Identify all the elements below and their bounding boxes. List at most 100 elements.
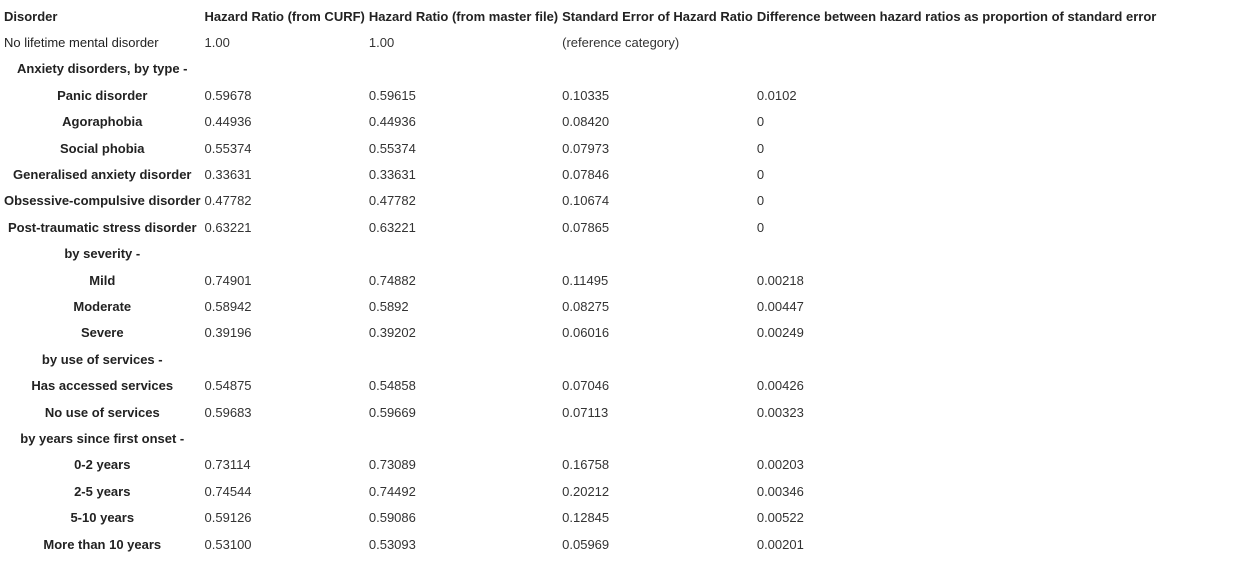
- row-label: by use of services -: [41, 351, 163, 367]
- hazard-ratio-curf-cell: 1.00: [204, 35, 230, 51]
- table-header: Disorder Hazard Ratio (from CURF) Hazard…: [2, 3, 1158, 29]
- table-row: No use of services 0.59683 0.59669 0.07113 0…: [2, 399, 1158, 425]
- difference-cell: 0.00346: [756, 483, 804, 499]
- standard-error-cell: [560, 346, 755, 372]
- hazard-ratio-table: Disorder Hazard Ratio (from CURF) Hazard…: [2, 3, 1158, 557]
- hazard-ratio-master-cell: 0.59669: [368, 404, 416, 420]
- hazard-ratio-master-cell: 0.59615: [368, 87, 416, 103]
- hazard-ratio-master-cell: [367, 425, 560, 451]
- row-label: Moderate: [73, 298, 132, 314]
- standard-error-cell: 0.20212: [562, 483, 610, 499]
- header-difference-proportion: Difference between hazard ratios as prop…: [756, 8, 1157, 24]
- hazard-ratio-curf-cell: 0.73114: [204, 457, 251, 473]
- table-row: 0-2 years 0.73114 0.73089 0.16758 0.00203: [2, 452, 1158, 478]
- standard-error-cell: 0.08275: [562, 298, 610, 314]
- table-row: No lifetime mental disorder 1.00 1.00 (refe…: [2, 29, 1158, 55]
- hazard-ratio-curf-cell: [203, 241, 367, 267]
- hazard-ratio-curf-cell: 0.39196: [204, 325, 252, 341]
- header-disorder: Disorder: [4, 8, 58, 24]
- hazard-ratio-master-cell: [367, 56, 560, 82]
- hazard-ratio-master-cell: 0.47782: [368, 193, 416, 209]
- hazard-ratio-curf-cell: 0.55374: [204, 140, 252, 156]
- hazard-ratio-master-cell: 1.00: [368, 35, 395, 51]
- table-row: by severity -: [2, 241, 1158, 267]
- hazard-ratio-curf-cell: [203, 56, 367, 82]
- row-label: Post-traumatic stress disorder: [7, 219, 197, 235]
- hazard-ratio-curf-cell: 0.47782: [204, 193, 252, 209]
- hazard-ratio-curf-cell: 0.63221: [204, 219, 252, 235]
- row-label: 5-10 years: [70, 510, 135, 526]
- difference-cell: 0.00323: [756, 404, 804, 420]
- row-label: Generalised anxiety disorder: [13, 167, 192, 183]
- difference-cell: [755, 29, 1158, 55]
- standard-error-cell: 0.16758: [562, 457, 610, 473]
- hazard-ratio-master-cell: 0.73089: [368, 457, 416, 473]
- standard-error-cell: 0.10674: [562, 193, 610, 209]
- hazard-ratio-master-cell: 0.33631: [368, 167, 416, 183]
- row-label: More than 10 years: [43, 536, 162, 552]
- standard-error-cell: 0.07846: [562, 167, 610, 183]
- hazard-ratio-master-cell: [367, 346, 560, 372]
- hazard-ratio-master-cell: 0.44936: [368, 114, 416, 130]
- hazard-ratio-curf-cell: 0.33631: [204, 167, 252, 183]
- difference-cell: 0: [756, 140, 765, 156]
- row-label: No lifetime mental disorder: [4, 35, 159, 51]
- header-standard-error: Standard Error of Hazard Ratio: [562, 8, 753, 24]
- difference-cell: 0: [756, 193, 765, 209]
- header-row: Disorder Hazard Ratio (from CURF) Hazard…: [2, 3, 1158, 29]
- hazard-ratio-master-cell: 0.54858: [368, 378, 416, 394]
- hazard-ratio-curf-cell: 0.59678: [204, 87, 252, 103]
- table-row: Severe 0.39196 0.39202 0.06016 0.00249: [2, 320, 1158, 346]
- difference-cell: [755, 241, 1158, 267]
- table-row: More than 10 years 0.53100 0.53093 0.05969 0…: [2, 531, 1158, 557]
- table-row: by years since first onset -: [2, 425, 1158, 451]
- difference-cell: 0: [756, 219, 765, 235]
- standard-error-cell: 0.07865: [562, 219, 610, 235]
- row-label: Social phobia: [60, 140, 145, 156]
- row-label: Obsessive-compulsive disorder: [4, 193, 201, 209]
- hazard-ratio-curf-cell: [203, 425, 367, 451]
- standard-error-cell: 0.07046: [562, 378, 610, 394]
- hazard-ratio-curf-cell: 0.74901: [204, 272, 252, 288]
- difference-cell: 0.00522: [756, 510, 804, 526]
- standard-error-cell: 0.10335: [562, 87, 610, 103]
- table-row: Has accessed services 0.54875 0.54858 0.070…: [2, 372, 1158, 398]
- table-row: Anxiety disorders, by type -: [2, 56, 1158, 82]
- hazard-ratio-curf-cell: 0.53100: [204, 536, 252, 552]
- difference-cell: 0: [756, 167, 765, 183]
- standard-error-cell: [560, 425, 755, 451]
- difference-cell: 0.0102: [756, 87, 797, 103]
- difference-cell: [755, 346, 1158, 372]
- row-label: by years since first onset -: [20, 430, 185, 446]
- difference-cell: 0.00249: [756, 325, 804, 341]
- table-row: 5-10 years 0.59126 0.59086 0.12845 0.00522: [2, 504, 1158, 530]
- difference-cell: 0.00201: [756, 536, 804, 552]
- row-label: 2-5 years: [74, 483, 131, 499]
- row-label: Has accessed services: [31, 378, 174, 394]
- hazard-ratio-curf-cell: [203, 346, 367, 372]
- row-label: by severity -: [64, 246, 141, 262]
- table-row: Moderate 0.58942 0.5892 0.08275 0.00447: [2, 293, 1158, 319]
- hazard-ratio-master-cell: 0.74492: [368, 483, 416, 499]
- row-label: 0-2 years: [74, 457, 131, 473]
- hazard-ratio-master-cell: 0.59086: [368, 510, 416, 526]
- table-body: No lifetime mental disorder 1.00 1.00 (refe…: [2, 29, 1158, 557]
- table-row: Panic disorder 0.59678 0.59615 0.10335 0.010…: [2, 82, 1158, 108]
- hazard-ratio-curf-cell: 0.74544: [204, 483, 252, 499]
- hazard-ratio-master-cell: 0.39202: [368, 325, 416, 341]
- difference-cell: [755, 425, 1158, 451]
- hazard-ratio-master-cell: 0.53093: [368, 536, 416, 552]
- hazard-ratio-curf-cell: 0.58942: [204, 298, 252, 314]
- header-hazard-ratio-curf: Hazard Ratio (from CURF): [204, 8, 365, 24]
- difference-cell: 0.00218: [756, 272, 804, 288]
- hazard-ratio-master-cell: 0.74882: [368, 272, 416, 288]
- hazard-ratio-master-cell: 0.55374: [368, 140, 416, 156]
- standard-error-cell: [560, 56, 755, 82]
- difference-cell: 0.00447: [756, 298, 804, 314]
- hazard-ratio-curf-cell: 0.59683: [204, 404, 252, 420]
- header-hazard-ratio-master: Hazard Ratio (from master file): [368, 8, 559, 24]
- row-label: No use of services: [44, 404, 160, 420]
- hazard-ratio-master-cell: 0.63221: [368, 219, 416, 235]
- hazard-ratio-master-cell: [367, 241, 560, 267]
- standard-error-cell: 0.08420: [562, 114, 610, 130]
